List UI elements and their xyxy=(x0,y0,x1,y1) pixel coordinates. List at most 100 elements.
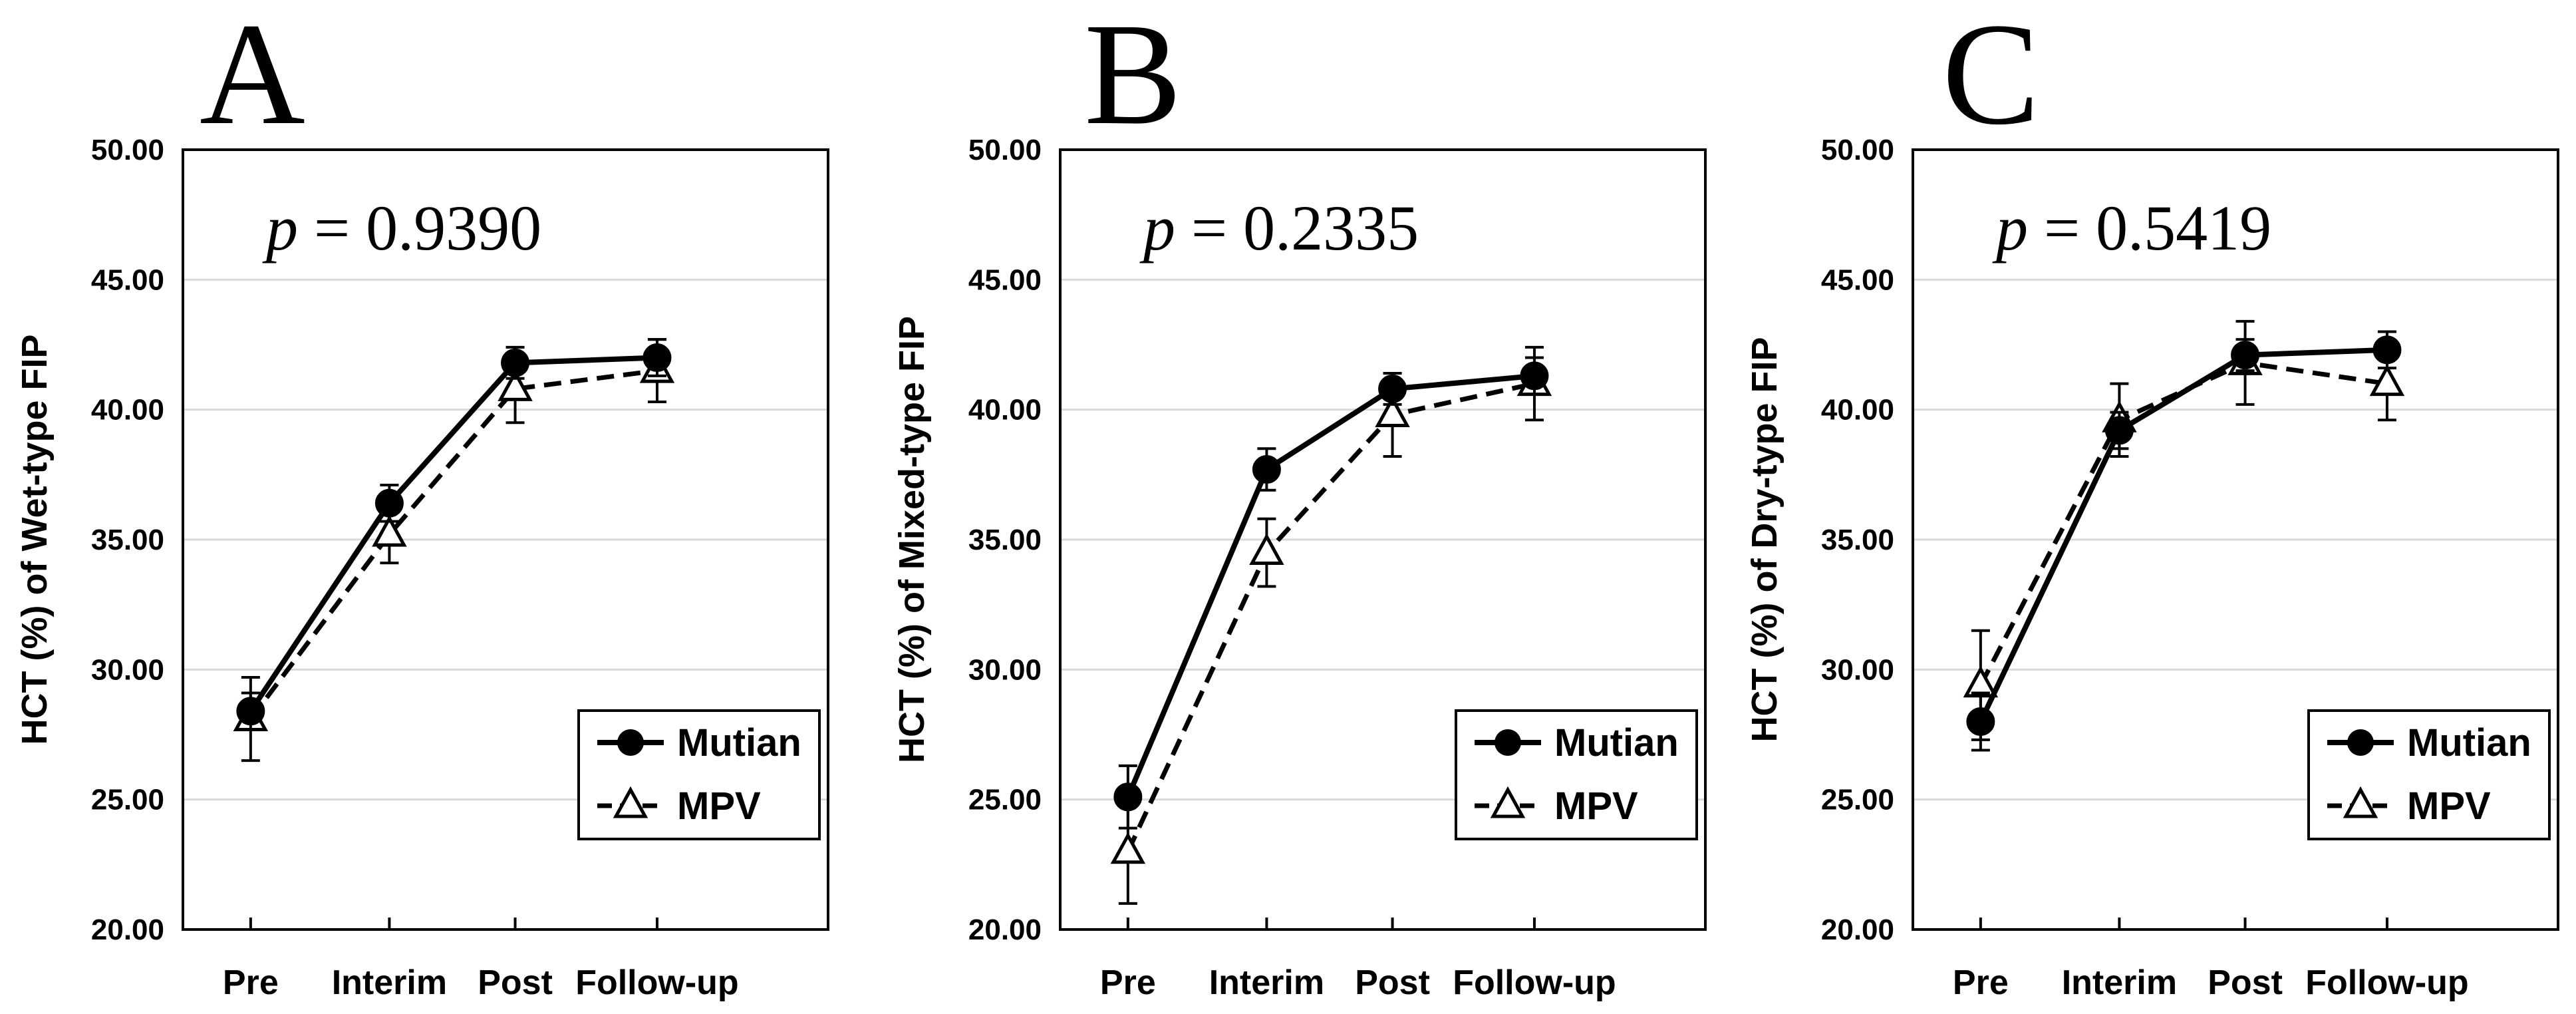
x-tick-label: Post xyxy=(478,963,553,1002)
y-axis-label: HCT (%) of Mixed-type FIP xyxy=(892,316,932,763)
y-tick-label: 50.00 xyxy=(968,134,1042,166)
series-mpv xyxy=(1963,319,2405,741)
legend-marker-mpv xyxy=(1490,786,1526,818)
data-point-mutian xyxy=(501,348,530,377)
data-point-mpv xyxy=(498,369,533,401)
x-tick-label: Interim xyxy=(1209,963,1324,1002)
p-value-symbol: p xyxy=(262,192,298,263)
p-value-annotation: p = 0.9390 xyxy=(262,192,541,263)
y-tick-label: 30.00 xyxy=(968,653,1042,686)
x-tick-label: Follow-up xyxy=(1453,963,1616,1002)
data-point-mutian xyxy=(2231,341,2260,370)
plot-frame xyxy=(1059,148,1707,931)
x-tick-label: Follow-up xyxy=(2305,963,2468,1002)
y-tick-label: 50.00 xyxy=(91,134,164,166)
y-tick-label: 30.00 xyxy=(91,653,164,686)
y-tick-label: 45.00 xyxy=(91,263,164,296)
y-tick-label: 25.00 xyxy=(1821,784,1894,816)
legend-marker-mpv xyxy=(2343,786,2378,818)
series-line-mpv xyxy=(1125,381,1535,853)
series-mutian xyxy=(1113,356,1549,830)
p-value-text: = 0.5419 xyxy=(2028,192,2271,263)
legend-label-mpv: MPV xyxy=(677,784,761,828)
x-tick-label: Post xyxy=(1355,963,1430,1002)
data-point-mutian xyxy=(1113,782,1143,812)
y-tick-label: 40.00 xyxy=(91,394,164,426)
x-tick-label: Follow-up xyxy=(575,963,738,1002)
y-tick-label: 35.00 xyxy=(91,524,164,556)
y-tick-label: 20.00 xyxy=(91,914,164,946)
p-value-annotation: p = 0.2335 xyxy=(1139,192,1419,263)
y-tick-label: 30.00 xyxy=(1821,653,1894,686)
chart-panel-a: A 20.00 25.00 30.00 35.00 40.00 45.00 50.00 Pre I… xyxy=(15,0,829,1002)
x-tick-label: Pre xyxy=(1100,963,1156,1002)
data-point-mpv xyxy=(1110,832,1146,864)
data-point-mutian xyxy=(2104,416,2134,445)
legend-marker-mutian xyxy=(1495,729,1521,756)
y-tick-label: 20.00 xyxy=(968,914,1042,946)
series-mutian xyxy=(236,338,672,731)
legend-label-mutian: Mutian xyxy=(1554,721,1679,764)
legend-marker-mutian xyxy=(617,729,644,756)
x-tick-label: Interim xyxy=(332,963,447,1002)
data-point-mutian xyxy=(643,343,672,373)
series-line-mpv xyxy=(1978,360,2388,687)
x-tick-label: Pre xyxy=(223,963,279,1002)
series-line-mutian xyxy=(1125,373,1535,798)
p-value-annotation: p = 0.5419 xyxy=(1992,192,2271,263)
panel-letter: C xyxy=(1942,0,2040,155)
x-tick-label: Post xyxy=(2208,963,2283,1002)
legend: Mutian MPV xyxy=(2307,709,2551,840)
p-value-text: = 0.2335 xyxy=(1175,192,1419,263)
y-tick-label: 20.00 xyxy=(1821,914,1894,946)
y-tick-label: 35.00 xyxy=(968,524,1042,556)
data-point-mutian xyxy=(1378,374,1407,403)
series-mutian xyxy=(1966,330,2402,752)
y-tick-label: 50.00 xyxy=(1821,134,1894,166)
legend-label-mpv: MPV xyxy=(1554,784,1638,828)
legend: Mutian MPV xyxy=(577,709,821,840)
chart-panel-c: C 20.00 25.00 30.00 35.00 40.00 45.00 50.00 Pre I… xyxy=(1745,0,2559,1002)
data-point-mutian xyxy=(1520,361,1549,391)
data-point-mutian xyxy=(1966,707,1995,736)
y-tick-label: 25.00 xyxy=(91,784,164,816)
data-point-mutian xyxy=(2372,335,2402,365)
plot-frame xyxy=(1912,148,2559,931)
y-tick-label: 45.00 xyxy=(1821,263,1894,296)
data-point-mpv xyxy=(2369,364,2405,397)
panel-letter: B xyxy=(1084,0,1182,155)
legend: Mutian MPV xyxy=(1455,709,1698,840)
legend-label-mpv: MPV xyxy=(2407,784,2491,828)
p-value-symbol: p xyxy=(1992,192,2028,263)
data-point-mpv xyxy=(372,514,407,547)
legend-label-mutian: Mutian xyxy=(677,721,801,764)
data-point-mutian xyxy=(1252,455,1281,484)
x-tick-label: Interim xyxy=(2062,963,2177,1002)
data-point-mutian xyxy=(236,697,265,726)
x-tick-label: Pre xyxy=(1953,963,2009,1002)
panel-letter: A xyxy=(200,0,305,155)
p-value-text: = 0.9390 xyxy=(298,192,541,263)
series-mpv xyxy=(233,338,675,762)
y-tick-label: 40.00 xyxy=(968,394,1042,426)
legend-label-mutian: Mutian xyxy=(2407,721,2531,764)
series-mpv xyxy=(1110,345,1552,905)
data-point-mutian xyxy=(374,488,404,518)
y-tick-label: 25.00 xyxy=(968,784,1042,816)
legend-marker-mutian xyxy=(2347,729,2374,756)
p-value-symbol: p xyxy=(1139,192,1175,263)
plot-frame xyxy=(182,148,829,931)
data-point-mpv xyxy=(1249,533,1284,566)
y-tick-label: 40.00 xyxy=(1821,394,1894,426)
series-line-mutian xyxy=(248,355,658,713)
series-line-mpv xyxy=(249,368,658,721)
y-tick-label: 35.00 xyxy=(1821,524,1894,556)
y-axis-label: HCT (%) of Wet-type FIP xyxy=(15,335,55,745)
chart-panel-b: B 20.00 25.00 30.00 35.00 40.00 45.00 50.00 Pre I… xyxy=(892,0,1707,1002)
series-line-mutian xyxy=(1978,347,2388,723)
y-axis-label: HCT (%) of Dry-type FIP xyxy=(1745,337,1785,742)
y-tick-label: 45.00 xyxy=(968,263,1042,296)
legend-marker-mpv xyxy=(613,786,648,818)
data-point-mpv xyxy=(1375,395,1410,427)
